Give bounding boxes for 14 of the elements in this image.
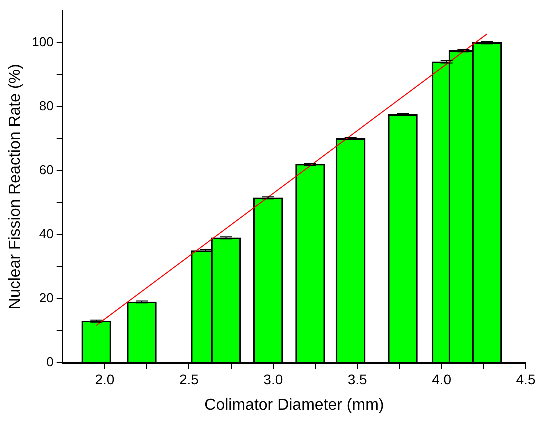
y-tick-label: 80 <box>39 98 54 114</box>
y-tick-label: 40 <box>39 226 54 242</box>
y-tick-label: 100 <box>32 34 54 50</box>
y-tick-label: 0 <box>46 354 54 370</box>
y-tick-label: 20 <box>39 290 54 306</box>
y-axis-title: Nuclear Fission Reaction Rate (%) <box>7 64 24 310</box>
x-tick-label: 3.5 <box>348 371 368 388</box>
y-tick-label: 60 <box>39 162 54 178</box>
x-axis-title: Colimator Diameter (mm) <box>204 396 384 414</box>
x-tick-label: 4.5 <box>516 371 536 388</box>
x-tick-label: 2.5 <box>179 371 200 388</box>
x-tick-label: 2.0 <box>95 371 115 388</box>
x-tick-label: 3.0 <box>264 371 284 388</box>
x-tick-label: 4.0 <box>432 371 452 388</box>
